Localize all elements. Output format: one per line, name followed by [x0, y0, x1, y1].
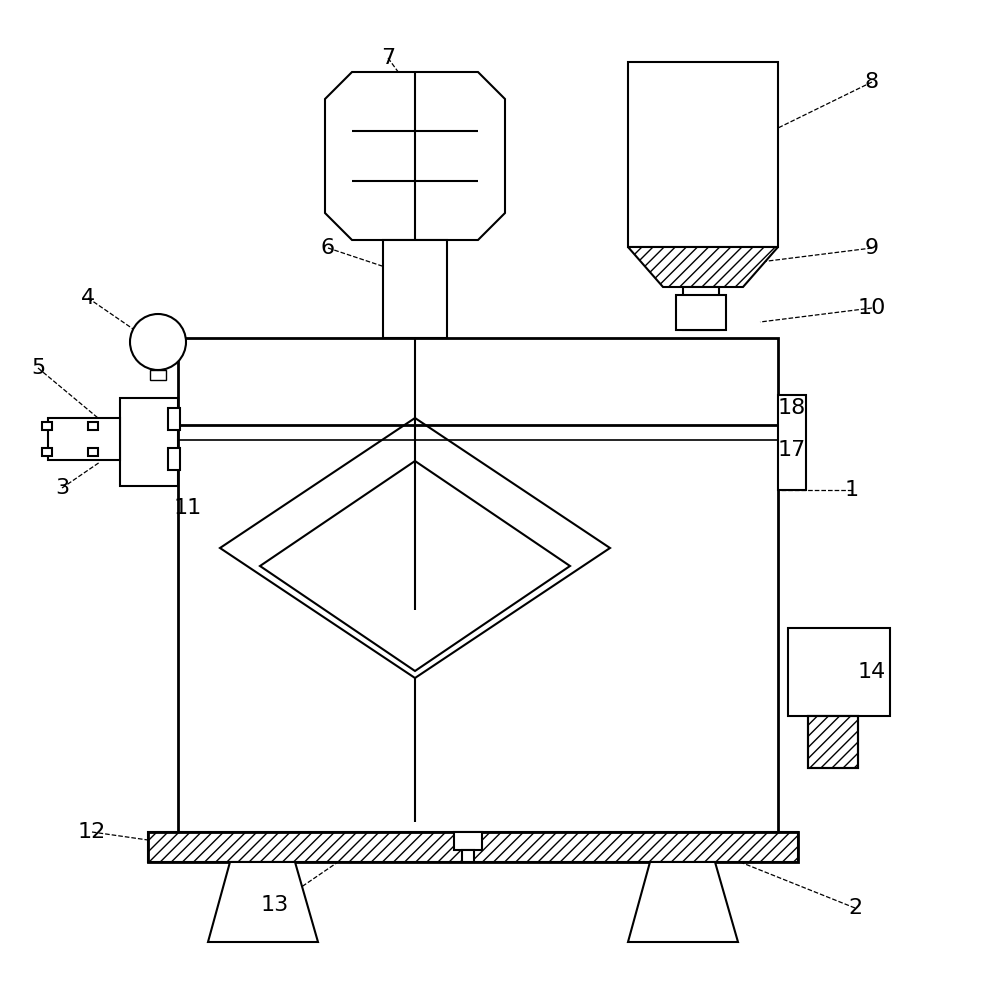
- Text: 8: 8: [865, 72, 879, 92]
- Bar: [120, 398, 178, 486]
- Text: 14: 14: [858, 662, 886, 682]
- Circle shape: [130, 314, 186, 370]
- Bar: [148, 832, 798, 862]
- Bar: [788, 628, 890, 716]
- Text: 17: 17: [777, 440, 806, 460]
- Bar: [48, 418, 120, 460]
- Bar: [88, 448, 98, 456]
- Text: 10: 10: [858, 298, 886, 318]
- Text: 18: 18: [777, 398, 806, 418]
- Text: 5: 5: [31, 358, 45, 378]
- Bar: [148, 832, 798, 862]
- Text: 7: 7: [381, 48, 395, 68]
- Bar: [150, 370, 166, 380]
- Bar: [168, 408, 180, 430]
- Text: 13: 13: [260, 895, 289, 915]
- Text: 4: 4: [81, 288, 95, 308]
- Bar: [676, 295, 726, 330]
- Text: 1: 1: [845, 480, 859, 500]
- Text: 2: 2: [848, 898, 862, 918]
- Bar: [454, 832, 482, 850]
- Bar: [683, 287, 719, 330]
- Bar: [628, 62, 778, 247]
- Bar: [808, 716, 858, 768]
- Polygon shape: [208, 862, 318, 942]
- Bar: [808, 716, 858, 768]
- Text: 6: 6: [321, 238, 335, 258]
- Polygon shape: [628, 247, 778, 287]
- Polygon shape: [628, 862, 738, 942]
- Bar: [168, 448, 180, 470]
- Bar: [383, 240, 447, 338]
- Text: 9: 9: [865, 238, 879, 258]
- Bar: [88, 422, 98, 430]
- Text: 3: 3: [55, 478, 69, 498]
- Bar: [689, 309, 713, 319]
- Bar: [462, 850, 474, 862]
- Bar: [42, 448, 52, 456]
- Polygon shape: [325, 72, 505, 240]
- Text: 12: 12: [78, 822, 106, 842]
- Bar: [178, 338, 778, 832]
- Bar: [778, 395, 806, 490]
- Bar: [42, 422, 52, 430]
- Text: 11: 11: [174, 498, 203, 518]
